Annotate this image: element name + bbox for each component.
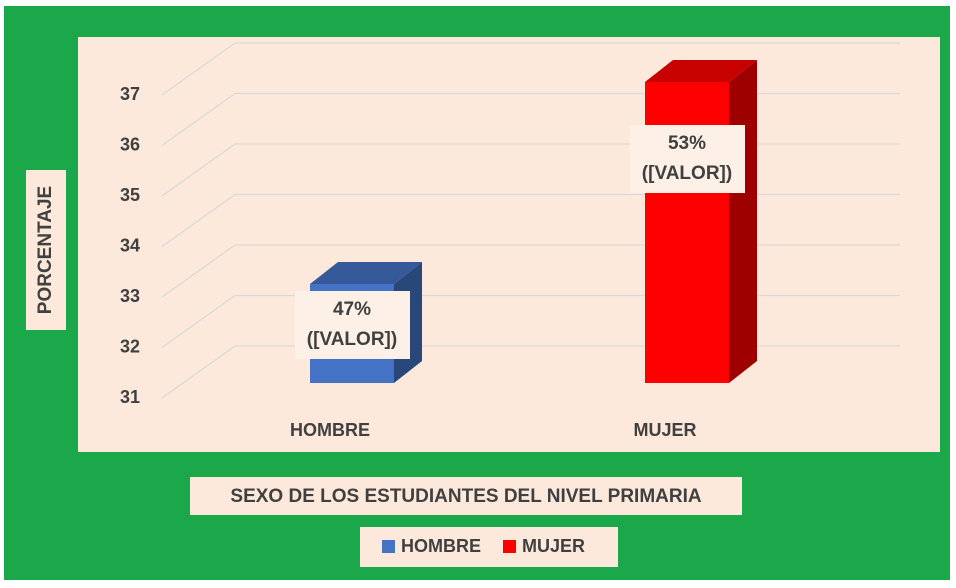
- y-tick-label: 37: [120, 84, 140, 104]
- bar-side: [729, 60, 757, 383]
- bar-top: [645, 60, 757, 82]
- title-box: [190, 477, 742, 515]
- y-label-box: [26, 170, 66, 330]
- data-label: ([VALOR]): [307, 329, 397, 350]
- y-tick-label: 35: [120, 185, 140, 205]
- y-tick-label: 36: [120, 134, 140, 154]
- data-label-box: [295, 291, 410, 359]
- y-tick-label: 34: [120, 235, 140, 255]
- grid-line: [161, 143, 236, 197]
- grid-line: [161, 244, 236, 298]
- grid-line: [161, 42, 236, 96]
- y-axis-label: PORCENTAJE: [35, 186, 56, 314]
- grid-line: [161, 193, 236, 248]
- legend-swatch: [503, 540, 516, 553]
- legend-swatch: [382, 540, 395, 553]
- data-label: 47%: [333, 299, 371, 320]
- legend-label: MUJER: [522, 536, 585, 556]
- y-tick-label: 32: [120, 336, 140, 356]
- data-label-box: [630, 125, 745, 193]
- y-tick-label: 31: [120, 387, 140, 407]
- grid-line: [161, 92, 236, 147]
- x-tick-label: MUJER: [633, 420, 696, 440]
- grid-line: [161, 345, 236, 399]
- chart-title: SEXO DE LOS ESTUDIANTES DEL NIVEL PRIMAR…: [230, 486, 701, 507]
- y-tick-label: 33: [120, 286, 140, 306]
- legend-label: HOMBRE: [401, 536, 481, 556]
- bar-top: [310, 262, 422, 284]
- x-tick-label: HOMBRE: [290, 420, 370, 440]
- data-label: ([VALOR]): [642, 163, 732, 184]
- grid-line: [161, 294, 236, 349]
- legend-box: [360, 527, 618, 567]
- data-label: 53%: [668, 133, 706, 154]
